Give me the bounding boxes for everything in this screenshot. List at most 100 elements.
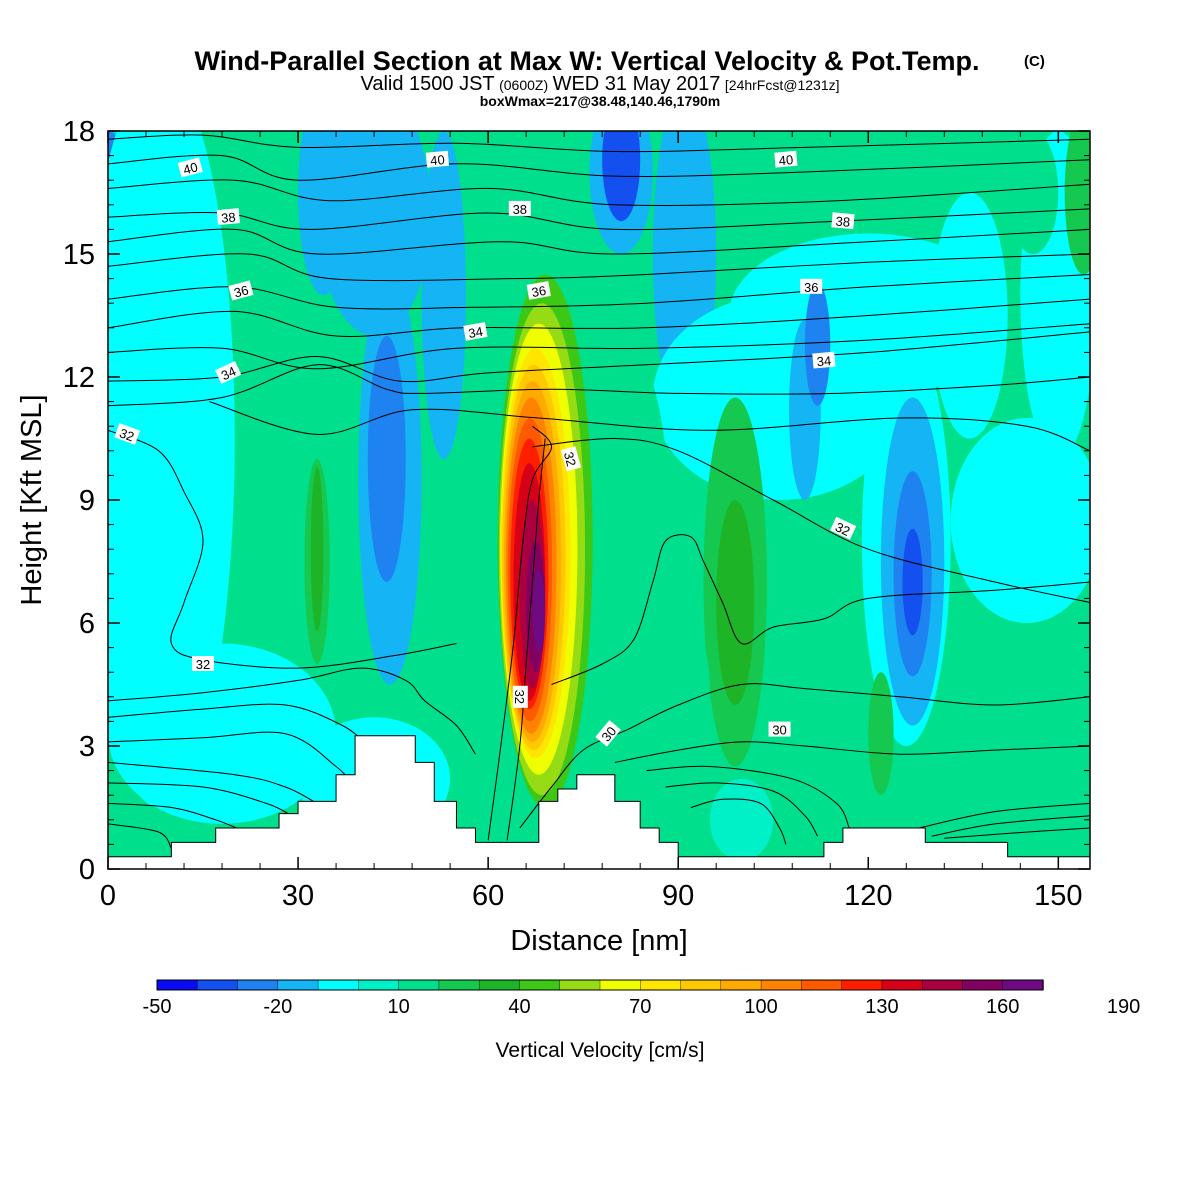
velocity-region	[298, 131, 349, 295]
terrain	[108, 735, 1090, 869]
theta-contour	[108, 253, 1090, 282]
contour-label-box	[829, 516, 857, 540]
velocity-region	[709, 778, 774, 861]
contour-label-box	[595, 720, 621, 747]
colorbar-swatch	[760, 979, 803, 991]
colorbar-swatch	[640, 979, 682, 991]
contour-label: 36	[800, 278, 823, 295]
x-axis-label: Distance [nm]	[510, 925, 687, 957]
x-tick-label: 60	[472, 880, 504, 912]
contour-label-text: 36	[232, 282, 250, 300]
plot-area	[108, 131, 1090, 869]
contour-label-box	[425, 150, 450, 168]
contour-label-text: 38	[513, 202, 527, 217]
x-tick-label: 0	[100, 880, 116, 912]
theta-contour	[532, 437, 1090, 603]
colorbar-swatch	[720, 979, 762, 991]
colorbar-swatch	[559, 979, 601, 991]
theta-contour	[551, 534, 1090, 685]
contour-label-text: 32	[117, 425, 136, 444]
x-tick-label: 150	[1034, 880, 1082, 912]
y-tick-label: 18	[63, 116, 95, 148]
contour-label-box	[215, 361, 242, 384]
theta-contour	[665, 782, 819, 837]
colorbar-swatch	[237, 979, 279, 991]
y-tick-label: 6	[79, 608, 95, 640]
theta-contour	[108, 761, 318, 804]
theta-contour	[918, 802, 1090, 829]
contour-label-box	[768, 721, 791, 737]
colorbar-swatch	[680, 979, 722, 991]
colorbar-swatch	[438, 979, 480, 991]
contour-label: 34	[215, 361, 242, 384]
contour-label-text: 38	[221, 209, 237, 225]
colorbar: -50 -20 10 40 70 100 130 160 190	[143, 979, 1140, 1018]
velocity-region	[532, 569, 546, 652]
colorbar-swatch	[881, 979, 923, 991]
contour-label-box	[463, 322, 488, 341]
velocity-region	[804, 282, 831, 406]
colorbar-frame	[156, 979, 1044, 991]
chart-title: Wind-Parallel Section at Max W: Vertical…	[195, 46, 980, 76]
contour-label: 32	[512, 685, 528, 708]
contour-label-box	[560, 446, 582, 472]
theta-contour	[108, 703, 369, 747]
contour-label: 36	[526, 281, 551, 300]
theta-contour	[108, 782, 292, 817]
theta-contour	[944, 827, 1090, 839]
theta-contour	[108, 331, 1090, 383]
contour-label: 32	[829, 516, 857, 540]
contour-label-text: 30	[772, 723, 786, 738]
contour-label: 32	[114, 423, 141, 445]
theta-contour	[209, 401, 1090, 452]
contour-label-box	[526, 281, 551, 300]
contour-label: 40	[774, 150, 798, 168]
contour-label-text: 40	[430, 152, 446, 168]
velocity-region	[608, 602, 710, 767]
contour-label-text: 40	[778, 152, 794, 168]
contour-label-text: 34	[467, 324, 484, 341]
contour-label-box	[192, 656, 215, 671]
theta-contour	[614, 741, 1090, 763]
contour-label-text: 36	[530, 283, 547, 300]
theta-contour	[108, 823, 172, 849]
theta-contour	[519, 683, 1090, 829]
velocity-region	[108, 131, 235, 808]
theta-contour	[690, 798, 787, 845]
contour-label-text: 36	[804, 280, 818, 295]
chart-subtitle: Valid 1500 JST (0600Z) WED 31 May 2017 […	[360, 73, 839, 95]
theta-contour	[931, 815, 1090, 837]
y-tick-label: 15	[63, 239, 95, 271]
y-tick-label: 12	[63, 362, 95, 394]
contour-label: 30	[595, 720, 621, 747]
contour-label: 36	[228, 280, 254, 301]
contour-label: 32	[560, 446, 582, 472]
colorbar-tick-label: -20	[263, 996, 292, 1018]
theta-contour	[108, 134, 1090, 153]
velocity-region	[950, 418, 1090, 623]
contour-label-box	[228, 280, 254, 301]
contour-label: 30	[768, 721, 791, 738]
contour-label-box	[800, 278, 823, 294]
y-axis-label: Height [Kft MSL]	[16, 394, 48, 605]
theta-contour	[108, 323, 1090, 370]
colorbar-tick-label: 190	[1107, 996, 1140, 1018]
colorbar-swatch	[358, 979, 400, 991]
theta-contour	[108, 429, 457, 669]
x-axis: 0 30 60 90 120 150	[100, 131, 1083, 912]
colorbar-swatch	[1002, 979, 1044, 991]
contour-label-text: 32	[196, 657, 210, 672]
theta-contour	[108, 802, 242, 831]
colorbar-label: Vertical Velocity [cm/s]	[496, 1039, 705, 1062]
y-tick-label: 0	[79, 854, 95, 886]
theta-contour	[108, 731, 356, 788]
theta-contour	[108, 228, 1090, 255]
velocity-region	[716, 500, 755, 705]
colorbar-swatch	[398, 979, 440, 991]
contour-label-text: 32	[561, 450, 579, 468]
velocity-region	[367, 336, 406, 582]
colorbar-tick-label: 130	[865, 996, 898, 1018]
colorbar-swatch	[599, 979, 641, 991]
x-tick-label: 90	[662, 880, 694, 912]
